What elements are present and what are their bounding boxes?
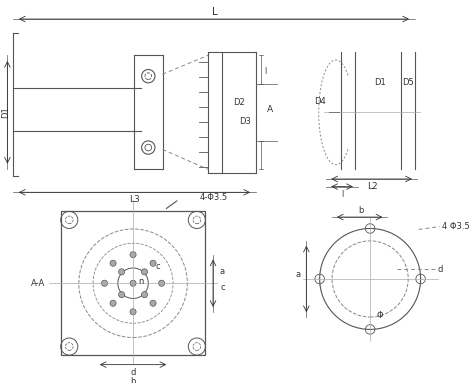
Circle shape bbox=[130, 252, 136, 258]
Text: l: l bbox=[342, 190, 344, 199]
Circle shape bbox=[158, 280, 165, 286]
Circle shape bbox=[110, 260, 116, 266]
Circle shape bbox=[150, 260, 156, 266]
Text: a: a bbox=[295, 270, 300, 279]
Circle shape bbox=[101, 280, 107, 286]
Text: L3: L3 bbox=[130, 195, 140, 205]
Text: 4-Φ3.5: 4-Φ3.5 bbox=[200, 193, 228, 201]
Circle shape bbox=[130, 280, 136, 286]
Text: Φ: Φ bbox=[377, 311, 383, 320]
Bar bbox=[61, 211, 205, 355]
Text: L: L bbox=[212, 7, 218, 17]
Text: n: n bbox=[138, 277, 143, 286]
Text: c: c bbox=[220, 283, 225, 293]
Text: D5: D5 bbox=[403, 79, 414, 87]
Circle shape bbox=[119, 269, 125, 275]
Text: b: b bbox=[358, 206, 363, 215]
Text: D2: D2 bbox=[233, 98, 245, 107]
Text: A: A bbox=[267, 105, 273, 114]
Text: b: b bbox=[131, 377, 136, 383]
Text: d: d bbox=[131, 368, 136, 377]
Circle shape bbox=[141, 269, 148, 275]
Circle shape bbox=[141, 291, 148, 298]
Circle shape bbox=[150, 300, 156, 306]
Text: D3: D3 bbox=[239, 117, 251, 126]
Text: L2: L2 bbox=[367, 182, 377, 191]
Circle shape bbox=[130, 309, 136, 315]
Circle shape bbox=[110, 300, 116, 306]
Text: c: c bbox=[156, 262, 160, 271]
Text: 4 Φ3.5: 4 Φ3.5 bbox=[441, 222, 469, 231]
Circle shape bbox=[119, 291, 125, 298]
Text: D4: D4 bbox=[315, 97, 326, 106]
Text: d: d bbox=[438, 265, 443, 274]
Text: l: l bbox=[264, 67, 266, 76]
Text: A-A: A-A bbox=[31, 279, 45, 288]
Text: D1: D1 bbox=[1, 106, 10, 118]
Text: a: a bbox=[220, 267, 225, 276]
Text: D1: D1 bbox=[374, 79, 385, 87]
